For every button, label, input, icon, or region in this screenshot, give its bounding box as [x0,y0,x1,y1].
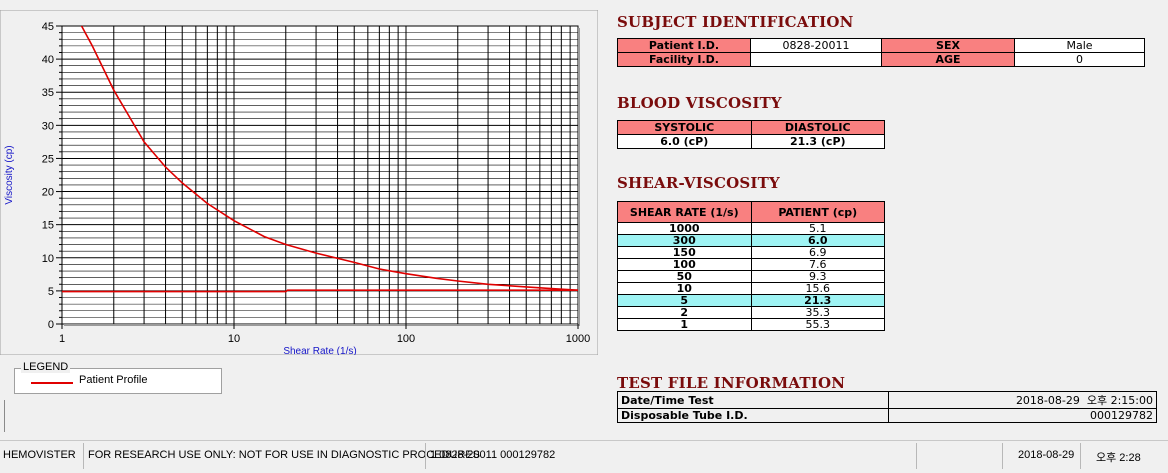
viscosity-chart: 0 5 10 15 20 25 30 35 40 45 1 10 100 1000 Shear Rate (… [0,10,598,355]
shear-header-row: SHEAR RATE (1/s) PATIENT (cp) [617,201,885,223]
plot-area [61,25,579,325]
patient-id-value: 0828-20011 [750,38,882,53]
status-separator [1002,443,1003,469]
shear-row: 1 55.3 [617,318,885,331]
patient-viscosity-cell: 6.0 [750,234,885,247]
y-tick-label: 30 [42,120,54,132]
patient-viscosity-cell: 35.3 [750,306,885,319]
diastolic-label: DIASTOLIC [750,120,885,135]
facility-id-value [750,52,882,67]
shear-viscosity-table: SHEAR RATE (1/s) PATIENT (cp) 1000 5.1 300… [617,201,885,331]
age-label: AGE [881,52,1015,67]
tube-id-label: Disposable Tube I.D. [617,408,889,423]
series-line-patient-profile [80,25,579,291]
status-separator [83,443,84,469]
shear-viscosity-heading: SHEAR-VISCOSITY [617,174,780,192]
shear-row: 1000 5.1 [617,222,885,235]
shear-rate-cell: 10 [617,282,752,295]
shear-rate-cell: 50 [617,270,752,283]
y-tick-label: 40 [42,54,54,66]
status-bar: HEMOVISTER FOR RESEARCH USE ONLY: NOT FO… [0,440,1168,473]
shear-row: 10 15.6 [617,282,885,295]
sex-value: Male [1014,38,1145,53]
series-line-baseline [62,289,578,293]
shear-rate-cell: 2 [617,306,752,319]
shear-rate-column-header: SHEAR RATE (1/s) [617,201,752,223]
subject-row-2: Facility I.D. AGE 0 [617,52,1145,67]
status-separator [1080,443,1081,469]
legend-entry-label: Patient Profile [79,374,148,386]
legend: LEGEND Patient Profile [14,361,222,394]
patient-viscosity-cell: 6.9 [750,246,885,259]
shear-row: 100 7.6 [617,258,885,271]
y-tick-label: 15 [42,220,54,232]
shear-row: 50 9.3 [617,270,885,283]
status-time: 오후 2:28 [1096,452,1141,464]
patient-viscosity-cell: 5.1 [750,222,885,235]
shear-row: 150 6.9 [617,246,885,259]
shear-rate-cell: 1 [617,318,752,331]
patient-viscosity-cell: 21.3 [750,294,885,307]
tube-row: Disposable Tube I.D. 000129782 [617,408,1157,423]
datetime-label: Date/Time Test [617,391,889,409]
shear-rate-cell: 5 [617,294,752,307]
x-tick-label: 100 [397,333,415,345]
y-axis-label: Viscosity (cp) [4,145,15,204]
datetime-row: Date/Time Test 2018-08-29 오후 2:15:00 [617,391,1157,409]
x-tick-label: 1 [59,333,65,345]
y-tick-label: 35 [42,87,54,99]
diastolic-value: 21.3 (cP) [750,134,885,149]
patient-viscosity-cell: 7.6 [750,258,885,271]
patient-viscosity-cell: 15.6 [750,282,885,295]
status-separator [916,443,917,469]
status-app-name: HEMOVISTER [3,449,76,461]
x-tick-label: 10 [228,333,240,345]
test-file-heading: TEST FILE INFORMATION [617,374,846,392]
panel-divider [4,400,5,432]
y-tick-label: 10 [42,253,54,265]
subject-table: Patient I.D. 0828-20011 SEX Male Facilit… [617,38,1145,67]
tube-id-value: 000129782 [888,408,1157,423]
status-separator [425,443,426,469]
status-date: 2018-08-29 [1018,449,1075,461]
shear-row: 5 21.3 [617,294,885,307]
shear-rate-cell: 150 [617,246,752,259]
status-record: 1 0828-20011 000129782 [430,449,556,461]
systolic-label: SYSTOLIC [617,120,752,135]
shear-row: 2 35.3 [617,306,885,319]
blood-viscosity-table: SYSTOLIC DIASTOLIC 6.0 (cP) 21.3 (cP) [617,120,885,149]
status-notice: FOR RESEARCH USE ONLY: NOT FOR USE IN DI… [88,449,480,461]
shear-rate-cell: 1000 [617,222,752,235]
blood-value-row: 6.0 (cP) 21.3 (cP) [617,134,885,149]
systolic-value: 6.0 (cP) [617,134,752,149]
chart-svg: 0 5 10 15 20 25 30 35 40 45 1 10 100 1000 Shear Rate (… [0,10,598,355]
age-value: 0 [1014,52,1145,67]
legend-title: LEGEND [21,361,71,373]
shear-rate-cell: 100 [617,258,752,271]
sex-label: SEX [881,38,1015,53]
y-tick-label: 25 [42,153,54,165]
datetime-value: 2018-08-29 오후 2:15:00 [888,391,1157,409]
shear-row: 300 6.0 [617,234,885,247]
subject-identification-heading: SUBJECT IDENTIFICATION [617,13,854,31]
subject-row-1: Patient I.D. 0828-20011 SEX Male [617,38,1145,53]
y-tick-label: 0 [48,319,54,331]
y-tick-label: 45 [42,21,54,33]
y-tick-label: 20 [42,187,54,199]
patient-viscosity-cell: 9.3 [750,270,885,283]
patient-column-header: PATIENT (cp) [750,201,885,223]
patient-id-label: Patient I.D. [617,38,751,53]
x-axis-label: Shear Rate (1/s) [283,346,356,355]
x-tick-label: 1000 [566,333,590,345]
y-tick-label: 5 [48,286,54,298]
facility-id-label: Facility I.D. [617,52,751,67]
legend-swatch [31,382,73,384]
blood-header-row: SYSTOLIC DIASTOLIC [617,120,885,135]
blood-viscosity-heading: BLOOD VISCOSITY [617,94,782,112]
patient-viscosity-cell: 55.3 [750,318,885,331]
test-file-table: Date/Time Test 2018-08-29 오후 2:15:00 Dis… [617,391,1157,423]
shear-rate-cell: 300 [617,234,752,247]
